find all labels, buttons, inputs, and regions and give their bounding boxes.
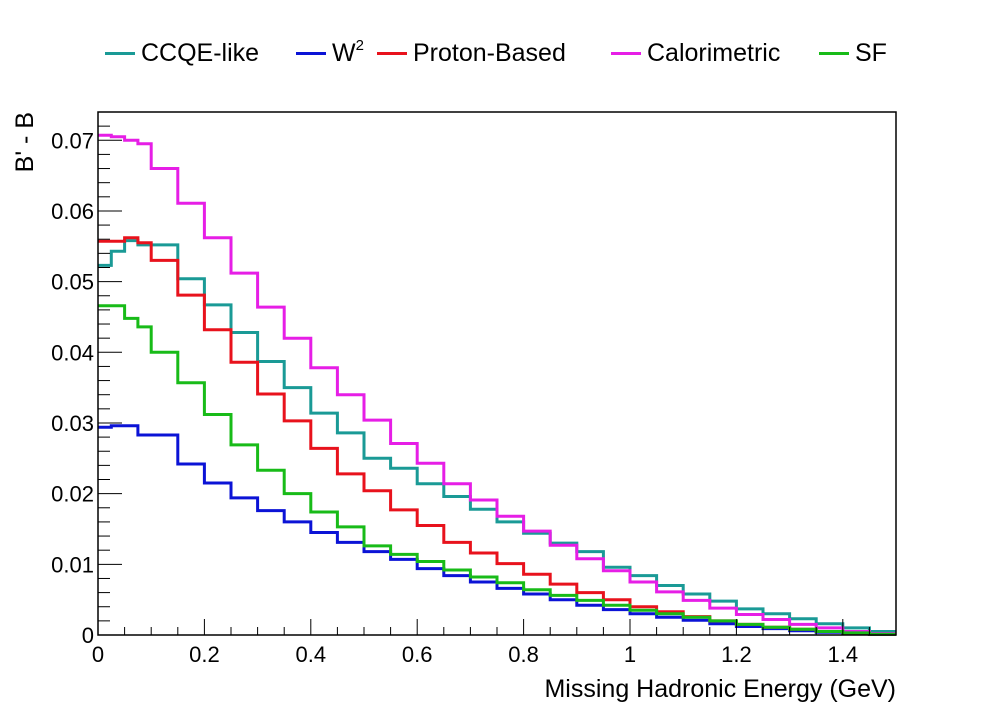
legend-swatch-proton-based (377, 51, 407, 55)
x-tick-label: 1 (624, 642, 636, 667)
y-tick-label: 0.01 (51, 552, 94, 577)
series-line-calorimetric (98, 133, 896, 636)
y-tick-label: 0.05 (51, 270, 94, 295)
legend-label-w2: W2 (332, 36, 364, 68)
legend-item-w2: W2 (296, 36, 364, 70)
y-axis-label: B' - B (11, 112, 39, 172)
legend-item-ccqe-like: CCQE-like (105, 36, 259, 70)
legend-label-proton-based: Proton-Based (413, 38, 566, 67)
legend-label-w2-base: W (332, 38, 356, 67)
legend-item-proton-based: Proton-Based (377, 36, 566, 70)
y-tick-label: 0.03 (51, 411, 94, 436)
legend-swatch-w2 (296, 51, 326, 55)
series-line-w2 (98, 424, 896, 636)
x-tick-label: 1.4 (828, 642, 859, 667)
legend-swatch-ccqe-like (105, 51, 135, 55)
x-tick-label: 1.2 (721, 642, 752, 667)
x-axis-label: Missing Hadronic Energy (GeV) (544, 675, 896, 703)
legend-label-ccqe-like: CCQE-like (141, 38, 260, 67)
x-tick-label: 0.2 (189, 642, 220, 667)
legend-label-calorimetric: Calorimetric (647, 38, 781, 67)
y-tick-label: 0.06 (51, 199, 94, 224)
legend-item-sf: SF (819, 36, 887, 70)
series-layer (98, 133, 896, 636)
series-line-proton-based (98, 236, 896, 636)
x-tick-label: 0 (92, 642, 104, 667)
x-tick-label: 0.4 (296, 642, 327, 667)
x-tick-label: 0.8 (508, 642, 539, 667)
legend-item-calorimetric: Calorimetric (611, 36, 780, 70)
y-tick-label: 0.04 (51, 340, 94, 365)
series-line-sf (98, 304, 896, 636)
legend: CCQE-like W2 Proton-Based Calorimetric S… (0, 36, 997, 70)
legend-label-sf: SF (855, 38, 887, 67)
legend-label-w2-superscript: 2 (355, 36, 364, 54)
y-tick-label: 0.07 (51, 128, 94, 153)
y-tick-label: 0.02 (51, 482, 94, 507)
legend-swatch-sf (819, 51, 849, 55)
legend-swatch-calorimetric (611, 51, 641, 55)
x-tick-label: 0.6 (402, 642, 433, 667)
series-line-ccqe-like (98, 239, 896, 633)
axes-layer: 0 0.2 0.4 0.6 0.8 1 1.2 1.4 0 0.01 0.02 0.03 0.04 0.0… (51, 111, 897, 667)
y-tick-label: 0 (82, 623, 94, 648)
